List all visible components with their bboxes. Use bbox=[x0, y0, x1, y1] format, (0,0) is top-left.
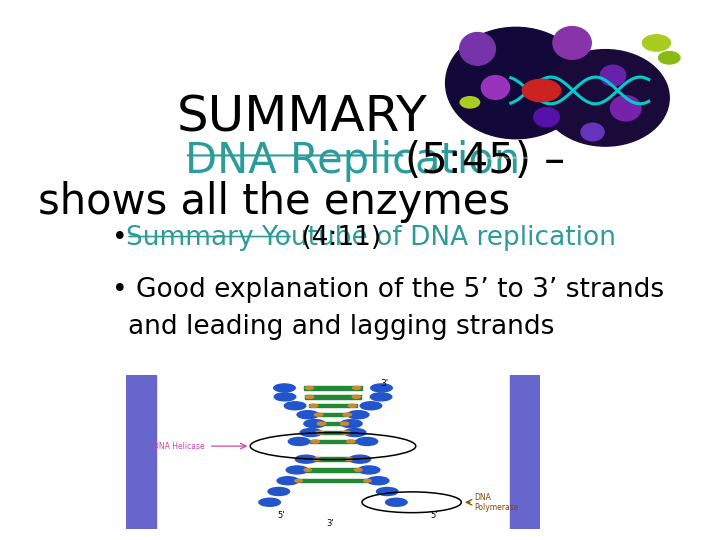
Bar bbox=[305, 386, 361, 390]
Circle shape bbox=[274, 393, 296, 401]
Circle shape bbox=[522, 79, 561, 102]
Bar bbox=[126, 375, 156, 529]
Ellipse shape bbox=[459, 32, 495, 65]
Text: •: • bbox=[112, 225, 128, 251]
Text: Summary Youtube of DNA replication: Summary Youtube of DNA replication bbox=[126, 225, 616, 251]
Text: 3': 3' bbox=[327, 519, 334, 529]
Bar bbox=[317, 422, 349, 426]
Bar bbox=[309, 404, 357, 408]
Circle shape bbox=[344, 429, 366, 436]
Text: Polymerase: Polymerase bbox=[474, 503, 518, 512]
Circle shape bbox=[659, 51, 680, 64]
Bar bbox=[315, 431, 351, 434]
Circle shape bbox=[305, 395, 314, 399]
Circle shape bbox=[342, 431, 350, 434]
Circle shape bbox=[367, 477, 389, 485]
Text: (5:45) –: (5:45) – bbox=[405, 140, 565, 181]
Bar bbox=[294, 479, 372, 482]
Circle shape bbox=[370, 393, 392, 401]
Text: 3': 3' bbox=[381, 379, 389, 388]
Text: • Good explanation of the 5’ to 3’ strands: • Good explanation of the 5’ to 3’ stran… bbox=[112, 277, 665, 303]
Circle shape bbox=[295, 480, 302, 482]
Text: (4:11): (4:11) bbox=[293, 225, 382, 251]
Circle shape bbox=[349, 455, 371, 463]
Circle shape bbox=[346, 458, 353, 461]
Ellipse shape bbox=[553, 26, 591, 59]
Circle shape bbox=[310, 404, 318, 407]
Circle shape bbox=[304, 469, 312, 471]
Text: DNA Replication: DNA Replication bbox=[185, 140, 520, 181]
Circle shape bbox=[348, 411, 369, 418]
Circle shape bbox=[295, 455, 317, 463]
Circle shape bbox=[348, 404, 356, 407]
Circle shape bbox=[353, 387, 361, 389]
Circle shape bbox=[288, 437, 310, 446]
Circle shape bbox=[460, 97, 480, 108]
Circle shape bbox=[277, 477, 299, 485]
Circle shape bbox=[364, 480, 371, 482]
Ellipse shape bbox=[581, 123, 604, 141]
Circle shape bbox=[352, 395, 361, 399]
Bar bbox=[303, 468, 363, 471]
Circle shape bbox=[287, 466, 307, 474]
Bar bbox=[310, 440, 356, 443]
Text: 5': 5' bbox=[431, 511, 438, 519]
Circle shape bbox=[297, 411, 318, 418]
Ellipse shape bbox=[600, 65, 626, 86]
Circle shape bbox=[304, 420, 325, 428]
Text: shows all the enzymes: shows all the enzymes bbox=[38, 181, 510, 223]
Circle shape bbox=[377, 488, 398, 496]
Circle shape bbox=[354, 469, 362, 471]
Ellipse shape bbox=[611, 96, 641, 121]
Bar bbox=[510, 375, 540, 529]
Circle shape bbox=[313, 458, 320, 461]
Circle shape bbox=[274, 384, 295, 392]
Ellipse shape bbox=[534, 107, 559, 127]
Circle shape bbox=[268, 488, 289, 496]
Circle shape bbox=[356, 437, 378, 446]
Ellipse shape bbox=[541, 50, 669, 146]
Circle shape bbox=[386, 498, 407, 507]
Circle shape bbox=[315, 413, 323, 416]
Circle shape bbox=[642, 35, 670, 51]
Circle shape bbox=[318, 422, 325, 425]
Circle shape bbox=[343, 413, 351, 416]
Bar bbox=[314, 413, 352, 416]
Text: and leading and lagging strands: and leading and lagging strands bbox=[128, 314, 554, 340]
Bar bbox=[305, 395, 361, 399]
Text: DNA: DNA bbox=[474, 493, 490, 502]
Text: Legend: Click the animation to video. The polymerase stays the replication in to: Legend: Click the animation to video. Th… bbox=[485, 156, 649, 160]
Circle shape bbox=[371, 384, 392, 392]
Circle shape bbox=[284, 402, 306, 410]
Circle shape bbox=[316, 431, 324, 434]
Circle shape bbox=[300, 429, 322, 436]
Circle shape bbox=[259, 498, 280, 507]
Circle shape bbox=[341, 420, 362, 428]
Circle shape bbox=[359, 466, 379, 474]
Ellipse shape bbox=[482, 76, 510, 99]
Circle shape bbox=[305, 387, 313, 389]
Circle shape bbox=[346, 440, 355, 443]
Circle shape bbox=[341, 422, 348, 425]
Circle shape bbox=[311, 440, 320, 443]
Text: 5': 5' bbox=[277, 511, 284, 519]
Text: SUMMARY: SUMMARY bbox=[176, 94, 428, 142]
Text: DNA Helicase: DNA Helicase bbox=[153, 442, 204, 450]
Ellipse shape bbox=[446, 28, 586, 139]
Circle shape bbox=[360, 402, 382, 410]
Bar bbox=[312, 457, 354, 461]
